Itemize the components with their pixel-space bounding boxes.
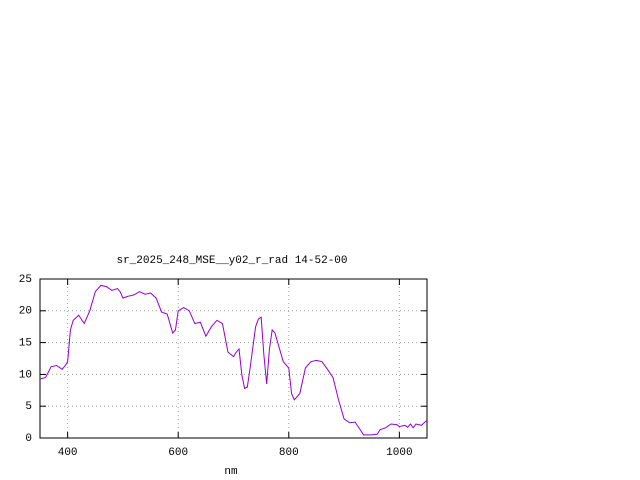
x-tick-label: 800 bbox=[279, 447, 299, 459]
y-tick-label: 15 bbox=[19, 338, 32, 350]
plot-frame bbox=[39, 278, 428, 439]
y-tick-label: 25 bbox=[19, 274, 32, 286]
x-tick-label: 400 bbox=[58, 447, 78, 459]
x-tick-label: 1000 bbox=[386, 447, 412, 459]
chart-title: sr_2025_248_MSE__y02_r_rad 14-52-00 bbox=[116, 255, 347, 267]
y-tick-label: 20 bbox=[19, 306, 32, 318]
y-tick-label: 10 bbox=[19, 369, 32, 381]
x-tick-label: 600 bbox=[168, 447, 188, 459]
y-tick-label: 0 bbox=[25, 433, 32, 445]
y-tick-label: 5 bbox=[25, 401, 32, 413]
data-line bbox=[39, 284, 428, 436]
x-axis-label: nm bbox=[224, 466, 238, 478]
